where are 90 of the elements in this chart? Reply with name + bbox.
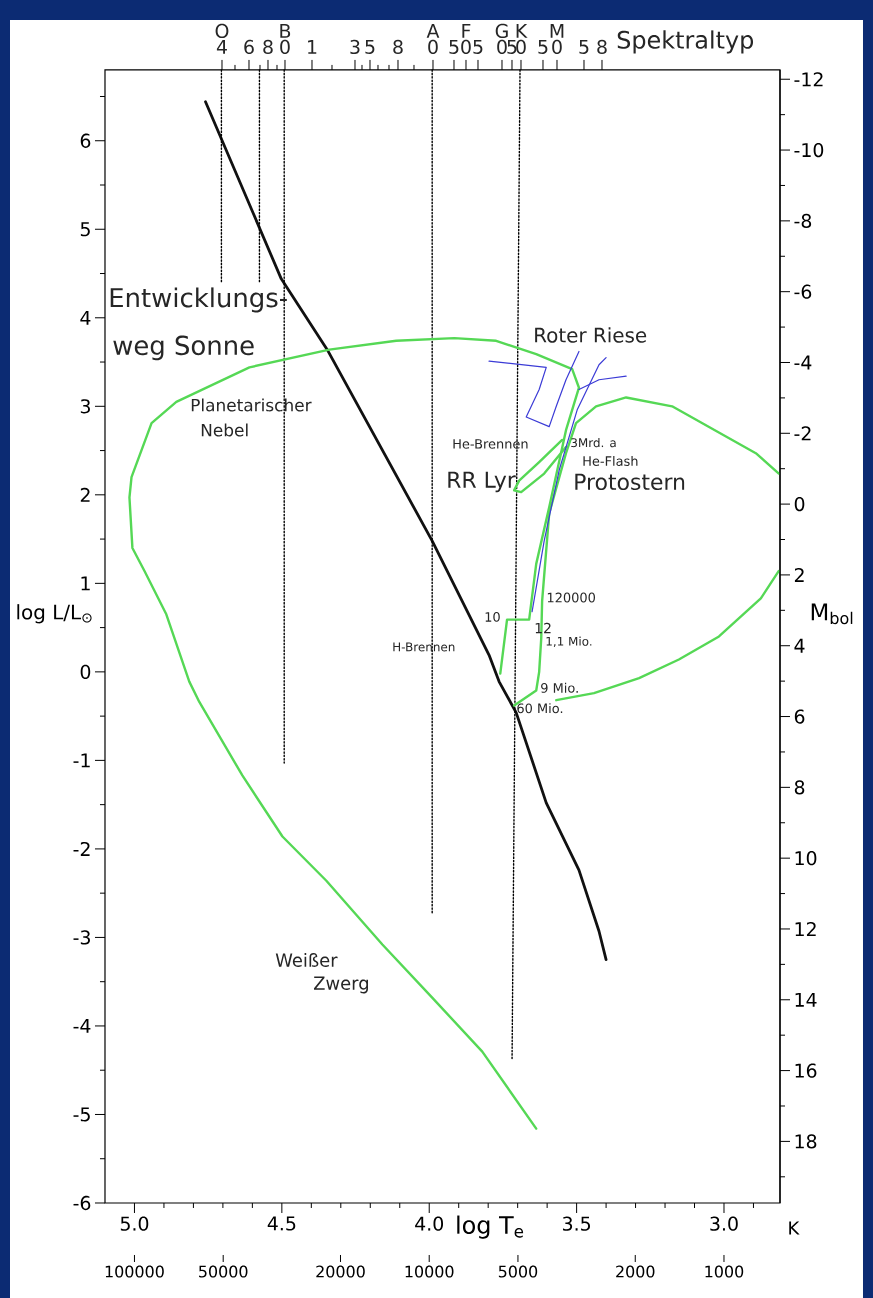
- text: 5: [579, 39, 589, 54]
- annotation: weg Sonne: [113, 335, 254, 361]
- y2-tick-label: -12: [794, 72, 823, 87]
- text: 3: [350, 39, 360, 55]
- annotation: Entwicklungs-: [110, 287, 287, 313]
- annotation: Nebel: [201, 423, 248, 437]
- x2-axis-title: K: [789, 1221, 800, 1235]
- annotation: Protostern: [575, 473, 685, 491]
- x2-tick-label: 10000: [405, 1265, 454, 1278]
- annotation: Weißer: [275, 953, 338, 967]
- annotation: Zwerg: [314, 976, 368, 994]
- y2-tick-label: -6: [794, 284, 812, 299]
- annotation: He-Flash: [583, 455, 638, 466]
- annotation: H-Brennen: [393, 642, 455, 652]
- text: O: [215, 23, 229, 39]
- x2-tick-label: 50000: [199, 1265, 248, 1278]
- text: A: [426, 24, 440, 38]
- y-tick-label: -5: [73, 1107, 90, 1122]
- text: 6: [244, 39, 254, 55]
- y2-tick-label: -2: [794, 426, 811, 441]
- y-tick-label: -4: [73, 1019, 91, 1033]
- x-tick-label: 3.5: [562, 1216, 591, 1231]
- x-tick-label: 3.0: [710, 1216, 738, 1231]
- text: M: [550, 24, 564, 38]
- annotation: Roter Riese: [535, 327, 647, 343]
- annotation: 10: [485, 612, 500, 622]
- y2-tick-label: 16: [795, 1063, 817, 1078]
- annotation: Planetarischer: [191, 398, 312, 412]
- y-tick-label: 6: [80, 133, 91, 148]
- y-tick-label: -2: [73, 841, 90, 856]
- y2-tick-label: 10: [795, 851, 817, 866]
- text: 0: [280, 39, 290, 55]
- text: Spektraltyp: [617, 30, 754, 54]
- text: 0: [497, 39, 507, 55]
- annotation: He-Brennen: [453, 439, 528, 449]
- x2-tick-label: 2000: [616, 1265, 655, 1278]
- text: B: [280, 24, 291, 38]
- text: G: [495, 23, 508, 39]
- x2-tick-label: 1000: [705, 1265, 744, 1278]
- annotation: 1,1 Mio.: [546, 636, 592, 648]
- text: 8: [393, 39, 403, 55]
- text: 8: [263, 39, 273, 55]
- text: 5: [507, 39, 517, 54]
- y-tick-label: 4: [80, 310, 91, 325]
- y2-tick-label: -8: [794, 213, 812, 229]
- x-tick-label: 5.0: [120, 1216, 149, 1231]
- y2-tick-label: 12: [795, 921, 816, 936]
- y2-tick-label: 18: [795, 1134, 817, 1149]
- annotation: 3Mrd. a: [571, 437, 616, 448]
- y2-tick-label: 2: [794, 567, 804, 582]
- y-tick-label: 5: [80, 222, 90, 237]
- y2-tick-label: 8: [794, 780, 805, 795]
- annotation: RR Lyr: [448, 471, 516, 493]
- y2-tick-label: -4: [794, 355, 812, 370]
- y-tick-label: 0: [80, 664, 91, 680]
- y-axis-title: log L/L$_{⊙}$: [17, 604, 92, 624]
- annotation: 120000: [547, 592, 596, 603]
- y-tick-label: -1: [73, 753, 90, 768]
- text: 5: [365, 39, 375, 54]
- annotation: 9 Mio.: [541, 682, 578, 693]
- text: 5: [449, 39, 459, 54]
- text: 0: [461, 39, 471, 55]
- x2-tick-label: 100000: [105, 1265, 164, 1278]
- y2-tick-label: 6: [794, 709, 805, 724]
- y2-tick-label: 4: [794, 638, 805, 653]
- y2-axis-title: M$_{bol}$: [811, 603, 853, 625]
- y-tick-label: 2: [80, 487, 90, 502]
- x-tick-label: 4.5: [267, 1216, 296, 1231]
- text: 5: [538, 39, 548, 54]
- y2-tick-label: 0: [794, 496, 805, 512]
- x2-tick-label: 20000: [316, 1265, 365, 1278]
- text: 5: [473, 39, 483, 54]
- text: F: [462, 24, 471, 38]
- text: 0: [428, 39, 438, 55]
- x2-tick-label: 5000: [498, 1265, 538, 1278]
- y-tick-label: 3: [80, 399, 90, 414]
- text: 4: [216, 40, 227, 54]
- y2-tick-label: 14: [795, 992, 817, 1007]
- y-tick-label: 1: [81, 576, 90, 591]
- y-tick-label: -3: [73, 930, 90, 945]
- text: K: [516, 24, 528, 38]
- y-tick-label: -6: [73, 1195, 91, 1211]
- text: 0: [552, 39, 562, 55]
- x-axis-title: log T$_{e}$: [457, 1215, 524, 1239]
- text: 0: [516, 39, 526, 55]
- x-tick-label: 4.0: [415, 1216, 444, 1231]
- y2-tick-label: -10: [794, 142, 824, 158]
- text: 1: [308, 40, 317, 54]
- annotation: 60 Mio.: [517, 703, 563, 714]
- text: 8: [597, 39, 607, 55]
